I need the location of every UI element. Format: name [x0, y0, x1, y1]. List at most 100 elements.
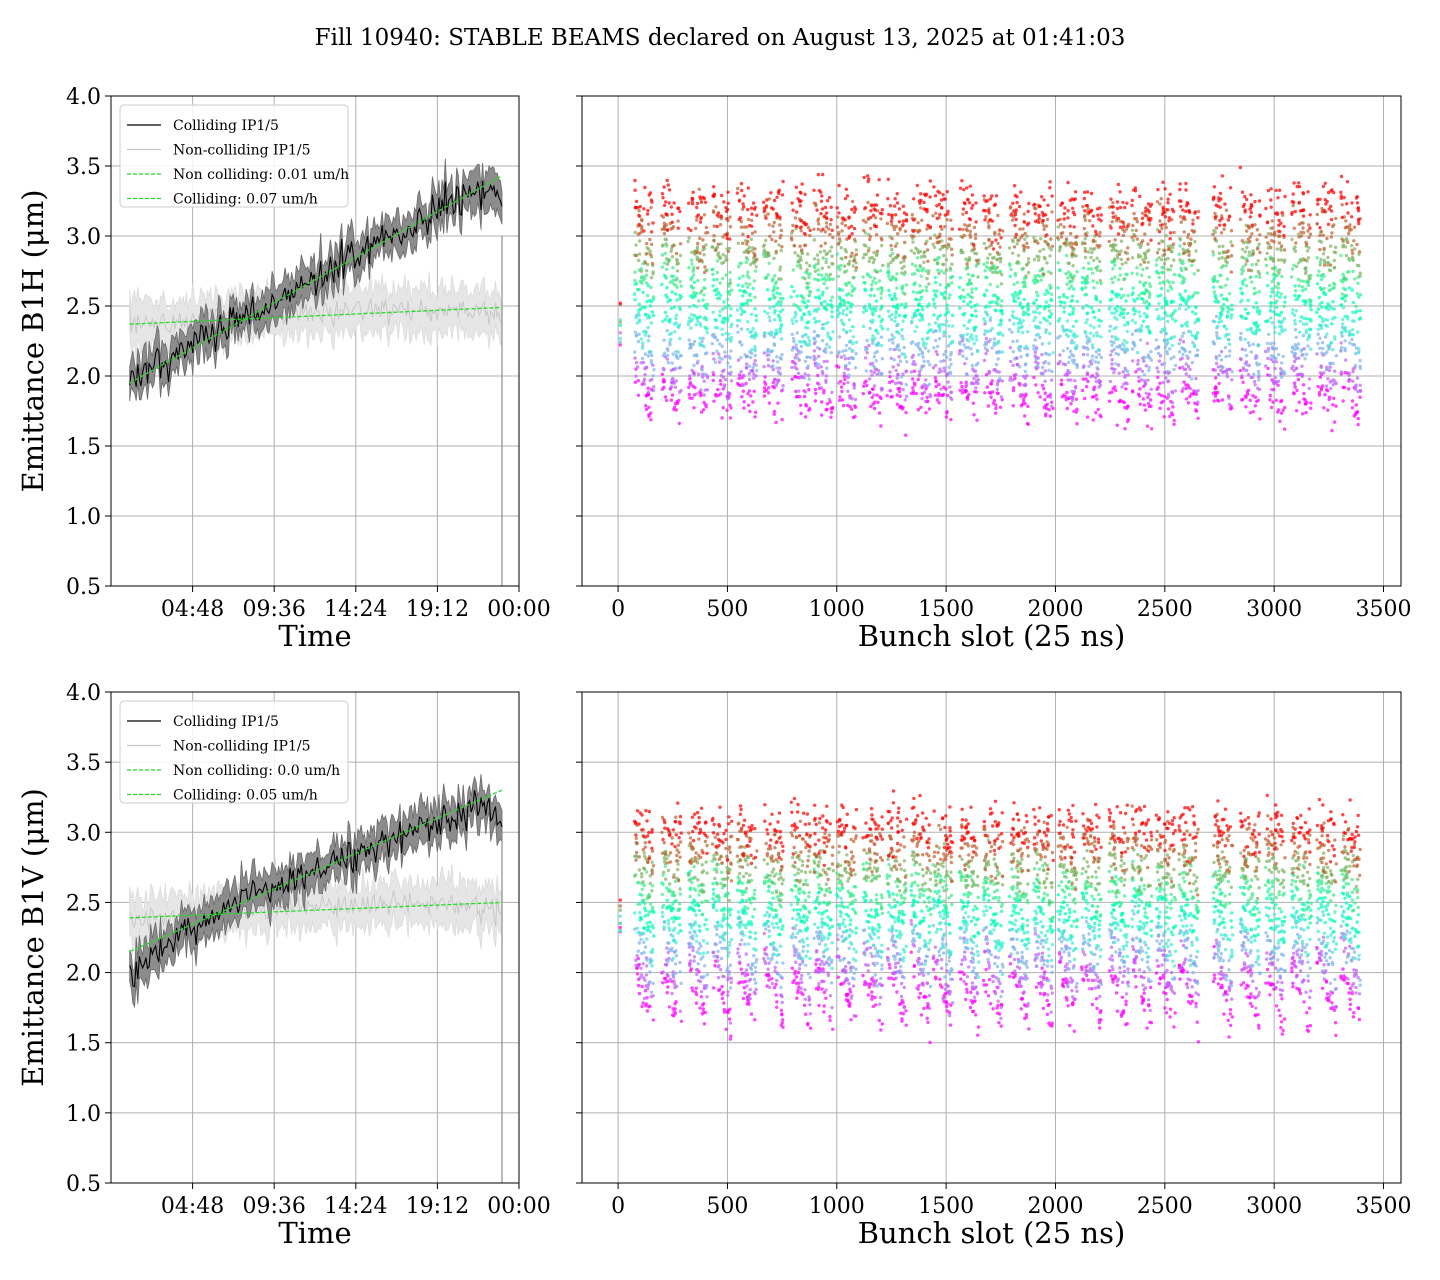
- scatter-point: [798, 394, 802, 399]
- time-layer: [618, 267, 1363, 338]
- scatter-point: [927, 329, 931, 333]
- scatter-point: [1321, 252, 1326, 256]
- scatter-point: [949, 417, 953, 422]
- scatter-point: [633, 270, 637, 274]
- scatter-point: [946, 242, 951, 247]
- scatter-point: [1040, 267, 1045, 271]
- scatter-point: [792, 244, 797, 248]
- scatter-point: [985, 288, 989, 293]
- scatter-point: [1309, 406, 1313, 410]
- scatter-point: [1089, 267, 1094, 271]
- scatter-point: [1071, 312, 1075, 316]
- scatter-point: [635, 321, 640, 325]
- scatter-point: [748, 223, 752, 228]
- scatter-point: [1356, 416, 1361, 421]
- scatter-point: [1358, 271, 1363, 275]
- scatter-point: [763, 375, 767, 379]
- scatter-point: [1356, 330, 1360, 334]
- scatter-point: [806, 364, 810, 368]
- scatter-point: [987, 238, 991, 242]
- scatter-point: [920, 396, 924, 401]
- scatter-point: [793, 315, 797, 319]
- scatter-point: [1166, 407, 1171, 411]
- scatter-point: [717, 360, 722, 364]
- scatter-point: [973, 304, 977, 308]
- scatter-point: [715, 270, 719, 275]
- scatter-point: [1181, 386, 1185, 391]
- scatter-point: [880, 327, 885, 331]
- scatter-point: [712, 185, 716, 189]
- scatter-point: [1305, 242, 1309, 247]
- scatter-point: [705, 388, 710, 392]
- scatter-point: [1049, 271, 1053, 275]
- scatter-point: [1138, 367, 1142, 371]
- scatter-point: [995, 271, 999, 275]
- scatter-point: [678, 365, 683, 370]
- scatter-point: [1318, 375, 1323, 379]
- scatter-point: [1252, 305, 1256, 309]
- scatter-point: [1163, 311, 1167, 315]
- scatter-point: [1108, 298, 1113, 302]
- scatter-point: [949, 362, 953, 367]
- scatter-point: [847, 216, 851, 220]
- scatter-point: [1240, 272, 1244, 276]
- scatter-point: [1168, 414, 1172, 418]
- scatter-point: [1240, 374, 1244, 378]
- scatter-point: [1291, 308, 1295, 312]
- scatter-point: [836, 365, 841, 369]
- scatter-point: [1214, 361, 1219, 366]
- scatter-point: [1276, 410, 1280, 414]
- scatter-point: [698, 341, 702, 346]
- scatter-point: [751, 201, 756, 205]
- scatter-point: [996, 357, 1000, 361]
- scatter-point: [800, 248, 804, 252]
- scatter-point: [900, 266, 904, 270]
- scatter-point: [644, 366, 648, 370]
- scatter-point: [1015, 339, 1019, 343]
- scatter-point: [1318, 336, 1322, 340]
- scatter-point: [1142, 403, 1147, 407]
- scatter-point: [691, 269, 695, 273]
- scatter-point: [687, 392, 691, 397]
- scatter-point: [1271, 354, 1276, 359]
- scatter-point: [942, 244, 947, 248]
- scatter-point: [1161, 280, 1165, 284]
- scatter-point: [1082, 215, 1087, 219]
- scatter-point: [1118, 266, 1122, 271]
- scatter-point: [824, 346, 828, 351]
- scatter-point: [970, 314, 974, 318]
- scatter-point: [1219, 305, 1224, 310]
- scatter-point: [749, 312, 754, 316]
- scatter-point: [696, 241, 700, 246]
- scatter-point: [763, 309, 767, 314]
- scatter-point: [1178, 258, 1182, 262]
- scatter-point: [870, 387, 875, 391]
- scatter-point: [799, 344, 803, 349]
- scatter-point: [1180, 334, 1184, 339]
- scatter-point: [911, 315, 915, 320]
- scatter-point: [1125, 419, 1130, 424]
- scatter-point: [741, 374, 745, 378]
- scatter-point: [1213, 368, 1217, 372]
- x-tick-label: 3500: [1356, 597, 1412, 622]
- scatter-point: [948, 266, 952, 270]
- scatter-point: [846, 367, 850, 372]
- scatter-point: [933, 233, 937, 237]
- scatter-point: [924, 342, 928, 346]
- scatter-point: [1148, 330, 1152, 334]
- scatter-point: [1073, 379, 1077, 383]
- scatter-point: [1071, 250, 1075, 254]
- scatter-point: [705, 330, 709, 335]
- scatter-point: [822, 215, 826, 219]
- scatter-point: [974, 314, 978, 318]
- scatter-point: [1271, 400, 1275, 404]
- scatter-point: [829, 410, 834, 415]
- scatter-point: [830, 390, 834, 395]
- scatter-point: [894, 297, 898, 301]
- scatter-point: [816, 227, 820, 231]
- scatter-point: [745, 303, 750, 307]
- scatter-point: [1013, 235, 1018, 239]
- scatter-point: [1340, 334, 1344, 338]
- scatter-point: [649, 299, 653, 304]
- scatter-point: [1180, 389, 1184, 393]
